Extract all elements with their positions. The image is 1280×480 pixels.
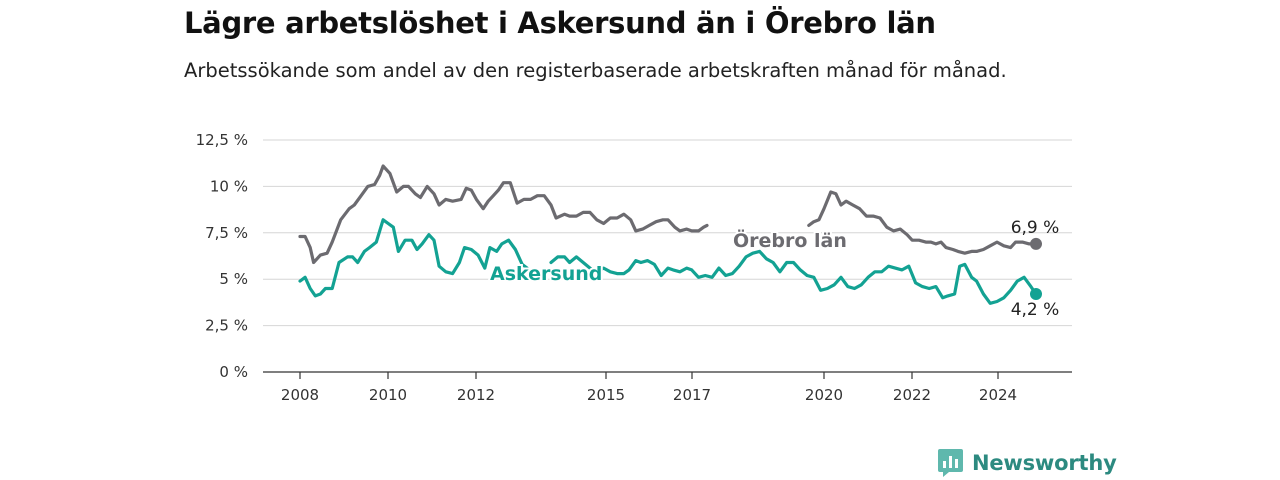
y-tick-label: 2,5 % (205, 317, 248, 335)
x-tick-label: 2024 (979, 386, 1017, 404)
x-axis: 2008 2010 2012 2015 2017 2020 2022 2024 (281, 372, 1017, 404)
series-line-orebro (807, 190, 1038, 255)
chart-subtitle: Arbetssökande som andel av den registerb… (184, 59, 1007, 82)
x-tick-label: 2008 (281, 386, 319, 404)
end-point-orebro (1030, 237, 1042, 250)
x-tick-label: 2017 (673, 386, 711, 404)
series-label-askersund: Askersund (490, 263, 602, 285)
y-tick-label: 0 % (219, 363, 248, 381)
y-tick-label: 12,5 % (196, 131, 248, 149)
end-point-askersund (1030, 288, 1042, 301)
newsworthy-logo-icon (938, 449, 963, 477)
x-tick-label: 2015 (587, 386, 625, 404)
y-tick-label: 7,5 % (205, 224, 248, 242)
brand-logo: Newsworthy (937, 448, 1117, 478)
series-label-orebro: Örebro län (733, 228, 847, 252)
y-tick-label: 10 % (210, 177, 248, 195)
x-tick-label: 2010 (369, 386, 407, 404)
series-labels: Örebro län Askersund 6,9 % 4,2 % (488, 218, 1060, 320)
series-lines (298, 164, 1042, 305)
y-axis: 0 % 2,5 % 5 % 7,5 % 10 % 12,5 % (196, 131, 248, 381)
series-line-orebro (298, 164, 709, 265)
brand-name: Newsworthy (972, 451, 1117, 475)
end-value-askersund: 4,2 % (1011, 300, 1060, 320)
end-value-orebro: 6,9 % (1011, 218, 1060, 238)
x-tick-label: 2020 (805, 386, 843, 404)
x-tick-label: 2012 (457, 386, 495, 404)
series-line-askersund (549, 249, 1038, 305)
line-chart: 0 %2,5 %5 %7,5 %10 %12,5 % 2008 2010 2012 2… (196, 131, 1072, 404)
x-tick-label: 2022 (893, 386, 931, 404)
series-line-askersund (298, 218, 529, 298)
grid-layer (263, 139, 1072, 373)
y-tick-label: 5 % (219, 270, 248, 288)
chart-title: Lägre arbetslöshet i Askersund än i Öreb… (184, 6, 936, 40)
